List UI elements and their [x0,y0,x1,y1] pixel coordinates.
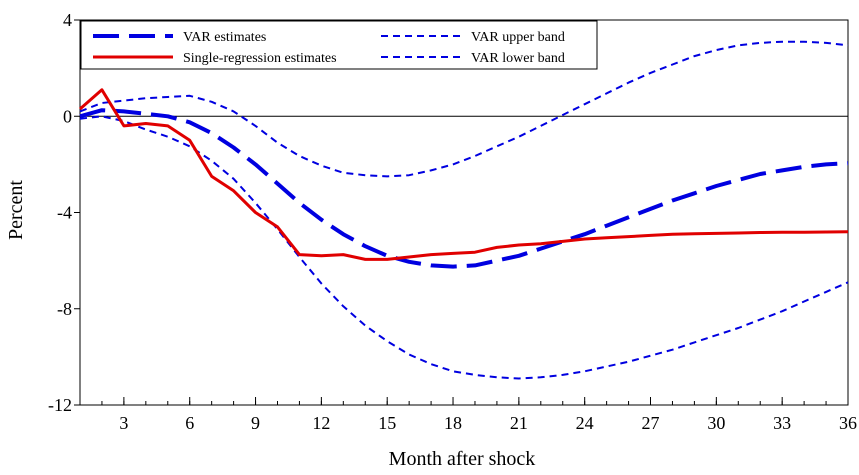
legend-label-1: Single-regression estimates [183,51,337,66]
plot-area [79,19,849,406]
series-line-1 [79,88,849,261]
x-tick-label: 9 [251,413,260,433]
x-tick-label: 3 [119,413,128,433]
x-axis-title: Month after shock [389,448,536,470]
y-axis-title: Percent [5,180,27,240]
y-tick-label: 4 [63,10,72,30]
x-tick-label: 24 [576,413,594,433]
legend-label-3: VAR lower band [471,51,565,66]
x-tick-label: 12 [312,413,330,433]
series-line-3 [79,115,849,380]
legend-label-0: VAR estimates [183,30,266,45]
axis-layer: 40-4-8-123 6 9 12 15 18 21 24 27 30 33 36 [48,10,857,433]
x-tick-label: 33 [773,413,791,433]
series-layer [79,40,849,380]
x-tick-label: 15 [378,413,396,433]
x-tick-label: 30 [707,413,725,433]
x-tick-label: 27 [642,413,660,433]
y-tick-label: -4 [57,203,72,223]
x-tick-label: 18 [444,413,462,433]
legend-box [80,20,598,70]
y-tick-label: 0 [63,106,72,126]
y-tick-label: -8 [57,299,72,319]
series-line-2 [79,40,849,178]
plot-frame [79,19,849,406]
legend-label-2: VAR upper band [471,30,565,45]
x-tick-label: 21 [510,413,528,433]
series-line-0 [79,108,849,269]
legend: VAR estimates Single-regression estimates… [80,20,598,70]
x-tick-label: 6 [185,413,194,433]
y-tick-label: -12 [48,395,72,415]
x-tick-label: 36 [839,413,857,433]
